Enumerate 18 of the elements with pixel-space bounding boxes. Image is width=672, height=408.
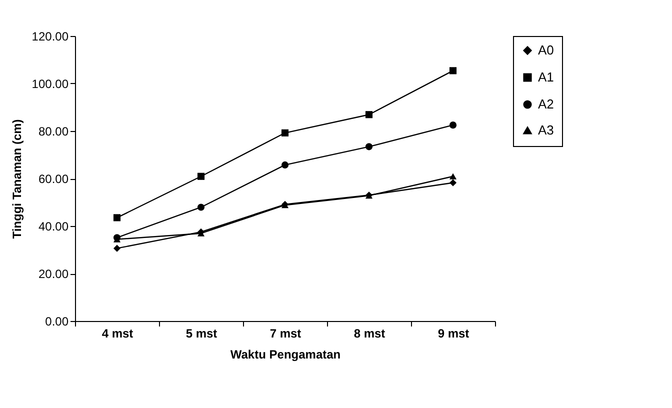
y-tick-label: 120.00: [32, 30, 69, 44]
legend-label: A2: [538, 96, 554, 112]
x-tick-label: 8 mst: [354, 326, 386, 340]
x-tick-label: 5 mst: [186, 326, 218, 340]
y-tick-label: 60.00: [38, 172, 69, 186]
legend-label: A0: [538, 42, 554, 58]
y-axis-title: Tinggi Tanaman (cm): [10, 119, 24, 239]
x-tick-label: 4 mst: [102, 326, 134, 340]
y-tick-label: 80.00: [38, 124, 69, 138]
y-tick-label: 40.00: [38, 220, 69, 234]
y-tick-label: 0.00: [45, 314, 69, 328]
legend-label: A3: [538, 122, 554, 138]
x-tick-label: 7 mst: [270, 326, 302, 340]
x-axis-title: Waktu Pengamatan: [230, 348, 341, 362]
y-tick-label: 100.00: [32, 77, 69, 91]
x-tick-label: 9 mst: [438, 326, 470, 340]
y-tick-label: 20.00: [38, 267, 69, 281]
legend-label: A1: [538, 70, 554, 84]
